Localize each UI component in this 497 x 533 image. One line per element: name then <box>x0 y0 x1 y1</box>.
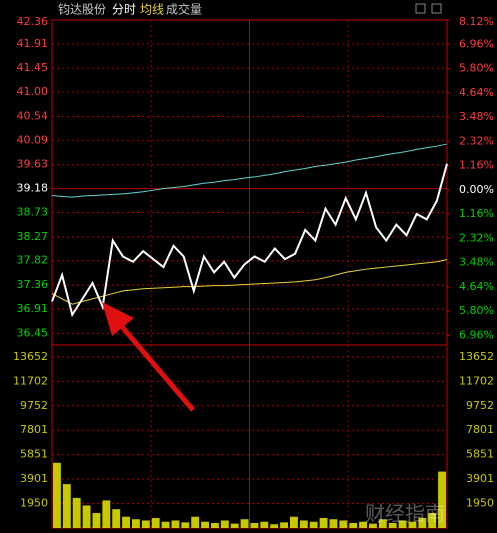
volume-bar <box>161 521 170 528</box>
y-tick-label: 38.27 <box>17 230 49 243</box>
volume-bar <box>53 462 61 528</box>
volume-bar <box>339 520 348 528</box>
y-tick-label: 11702 <box>13 374 48 387</box>
volume-bar <box>418 517 427 528</box>
volume-bar <box>309 521 318 528</box>
price-line <box>51 259 448 305</box>
y2-tick-label: 5.80% <box>459 62 494 75</box>
volume-bar <box>230 523 239 528</box>
y2-tick-label: 3.48% <box>459 110 494 123</box>
y2-tick-label: 1.16% <box>459 207 494 220</box>
volume-bar <box>191 516 200 528</box>
volume-bar <box>408 521 417 528</box>
volume-bar <box>329 519 338 528</box>
price-line <box>51 143 448 198</box>
y2-tick-label: 3901 <box>466 472 494 485</box>
y-tick-label: 39.18 <box>17 182 49 195</box>
volume-bar <box>378 519 387 528</box>
y-tick-label: 37.82 <box>17 254 49 267</box>
tab[interactable]: 分时 <box>112 3 136 17</box>
volume-bar <box>132 519 140 528</box>
window-button[interactable] <box>415 3 426 14</box>
volume-bar <box>280 522 288 528</box>
volume-bar <box>171 520 180 528</box>
y-tick-label: 13652 <box>13 350 48 363</box>
volume-bar <box>359 521 367 528</box>
arrow-head <box>102 302 134 336</box>
tab[interactable]: 均线 <box>140 3 164 17</box>
y-tick-label: 36.45 <box>17 326 49 339</box>
window-button[interactable] <box>431 3 442 14</box>
volume-bar <box>92 512 101 528</box>
volume-bar <box>181 522 190 528</box>
volume-bar <box>250 522 259 528</box>
tab[interactable]: 成交量 <box>166 2 202 17</box>
y-tick-label: 42.36 <box>17 15 49 28</box>
volume-bar <box>428 512 437 528</box>
y2-tick-label: 5.80% <box>459 304 494 317</box>
volume-bar <box>388 522 397 528</box>
volume-bar <box>72 497 81 528</box>
y-tick-label: 39.63 <box>17 158 49 171</box>
y-tick-label: 40.54 <box>17 109 49 122</box>
volume-bar <box>211 522 219 528</box>
y2-tick-label: 8.12% <box>459 15 494 28</box>
volume-bar <box>82 505 91 528</box>
volume-bar <box>438 471 446 528</box>
y-tick-label: 40.09 <box>17 133 49 146</box>
y2-tick-label: 2.32% <box>459 231 494 244</box>
price-line <box>51 163 448 318</box>
arrow-shaft <box>116 320 195 412</box>
volume-bar <box>122 516 130 528</box>
y-tick-label: 1950 <box>20 497 48 510</box>
y2-tick-label: 1950 <box>466 497 494 510</box>
volume-bar <box>260 521 269 528</box>
volume-bar <box>151 517 160 528</box>
volume-bar <box>349 522 358 528</box>
y2-tick-label: 5851 <box>466 448 494 461</box>
volume-bar <box>398 520 407 528</box>
y2-tick-label: 4.64% <box>459 86 494 99</box>
y2-tick-label: 6.96% <box>459 328 494 341</box>
volume-bar <box>102 500 111 528</box>
y-tick-label: 41.91 <box>17 37 49 50</box>
y2-tick-label: 3.48% <box>459 256 494 269</box>
y-tick-label: 7801 <box>20 423 48 436</box>
volume-bar <box>299 520 308 528</box>
volume-bar <box>290 516 298 528</box>
y-tick-label: 38.73 <box>17 205 49 218</box>
y-tick-label: 41.45 <box>17 61 49 74</box>
y-tick-label: 5851 <box>20 448 48 461</box>
y2-tick-label: 11702 <box>459 374 494 387</box>
y2-tick-label: 0.00% <box>459 183 494 196</box>
volume-bar <box>270 524 279 528</box>
watermark: 财经指南 <box>365 502 445 526</box>
y2-tick-label: 1.16% <box>459 159 494 172</box>
y2-tick-label: 7801 <box>466 423 494 436</box>
volume-bar <box>141 520 150 528</box>
y-tick-label: 3901 <box>20 472 48 485</box>
y2-tick-label: 9752 <box>466 399 494 412</box>
volume-bar <box>240 519 249 528</box>
volume-bar <box>112 509 121 528</box>
annotation-arrow <box>102 302 195 412</box>
volume-bar <box>201 521 209 528</box>
y2-tick-label: 6.96% <box>459 37 494 50</box>
volume-bar <box>369 523 377 528</box>
volume-bar <box>62 484 71 528</box>
y-tick-label: 36.91 <box>17 302 49 315</box>
y-tick-label: 37.36 <box>17 278 49 291</box>
y2-tick-label: 13652 <box>459 350 494 363</box>
y2-tick-label: 4.64% <box>459 280 494 293</box>
y-tick-label: 41.00 <box>17 85 49 98</box>
y-tick-label: 9752 <box>20 399 48 412</box>
volume-bar <box>220 520 229 528</box>
volume-bar <box>319 517 328 528</box>
y2-tick-label: 2.32% <box>459 134 494 147</box>
stock-name: 钧达股份 <box>58 3 106 17</box>
